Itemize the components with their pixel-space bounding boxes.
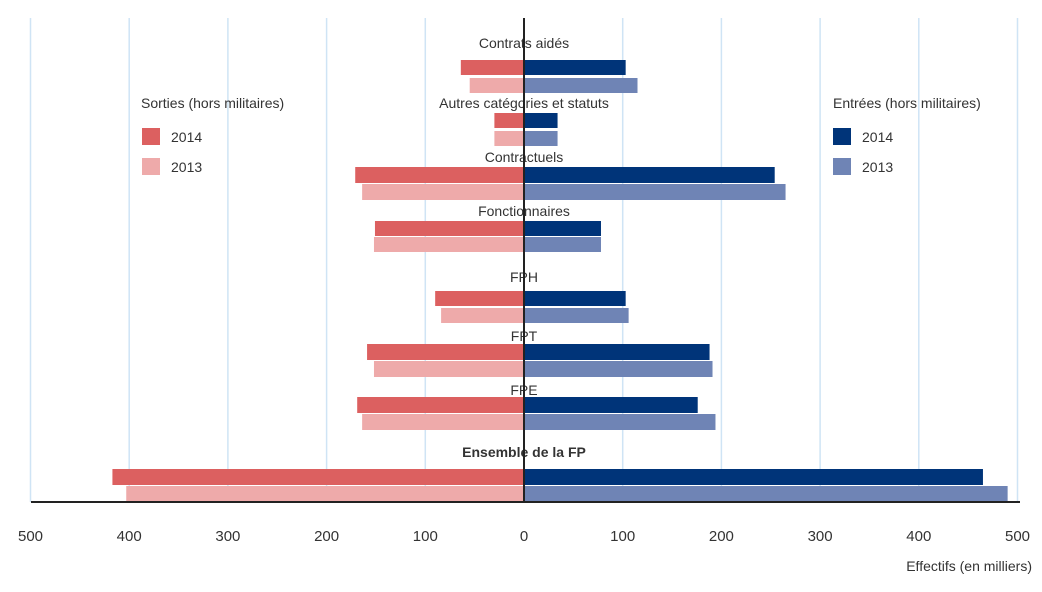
bar-sorties-2014 bbox=[460, 60, 524, 75]
x-tick-label: 400 bbox=[117, 528, 142, 545]
bar-entrees-2013 bbox=[524, 486, 1008, 502]
bar-entrees-2014 bbox=[524, 113, 558, 128]
bar-entrees-2014 bbox=[524, 469, 983, 485]
bar-sorties-2014 bbox=[355, 167, 524, 183]
bar-entrees-2014 bbox=[524, 397, 698, 413]
bar-sorties-2014 bbox=[374, 221, 524, 236]
bar-entrees-2013 bbox=[524, 78, 638, 93]
legend-entrees: Entrées (hors militaires) 2014 2013 bbox=[833, 95, 981, 175]
x-tick-label: 300 bbox=[808, 528, 833, 545]
legend-title-sorties: Sorties (hors militaires) bbox=[141, 95, 284, 111]
x-tick-label: 400 bbox=[906, 528, 931, 545]
bar-sorties-2014 bbox=[435, 291, 524, 306]
bar-sorties-2013 bbox=[362, 184, 524, 200]
x-tick-label: 200 bbox=[709, 528, 734, 545]
bar-sorties-2014 bbox=[494, 113, 524, 128]
bar-entrees-2013 bbox=[524, 361, 713, 377]
bar-sorties-2014 bbox=[357, 397, 524, 413]
x-tick-label: 500 bbox=[1005, 528, 1030, 545]
bar-sorties-2013 bbox=[362, 414, 524, 430]
x-tick-label: 0 bbox=[520, 528, 528, 545]
legend-swatch-sorties-2014 bbox=[142, 128, 160, 145]
legend-sorties: Sorties (hors militaires) 2014 2013 bbox=[141, 95, 284, 175]
x-tick-label: 500 bbox=[18, 528, 43, 545]
bar-entrees-2013 bbox=[524, 414, 716, 430]
bar-entrees-2013 bbox=[524, 184, 786, 200]
legend-swatch-sorties-2013 bbox=[142, 158, 160, 175]
legend-swatch-entrees-2014 bbox=[833, 128, 851, 145]
legend-label-sorties-2014: 2014 bbox=[171, 129, 202, 145]
bar-sorties-2014 bbox=[367, 344, 524, 360]
bar-sorties-2013 bbox=[373, 237, 524, 252]
x-tick-label: 200 bbox=[314, 528, 339, 545]
legend-label-sorties-2013: 2013 bbox=[171, 159, 202, 175]
bar-entrees-2014 bbox=[524, 167, 775, 183]
bar-entrees-2014 bbox=[524, 60, 626, 75]
x-tick-label: 100 bbox=[413, 528, 438, 545]
bar-entrees-2014 bbox=[524, 221, 601, 236]
bar-sorties-2013 bbox=[373, 361, 524, 377]
bar-sorties-2014 bbox=[112, 469, 525, 485]
x-tick-label: 100 bbox=[610, 528, 635, 545]
x-tick-label: 300 bbox=[215, 528, 240, 545]
legend-swatch-entrees-2013 bbox=[833, 158, 851, 175]
bar-sorties-2013 bbox=[494, 131, 524, 146]
legend-label-entrees-2014: 2014 bbox=[862, 129, 893, 145]
gridlines bbox=[29, 18, 1019, 502]
bar-entrees-2013 bbox=[524, 237, 601, 252]
bar-entrees-2014 bbox=[524, 291, 626, 306]
bar-sorties-2013 bbox=[469, 78, 524, 93]
x-tick-labels: 500 400 300 200 100 0 100 200 300 400 500 bbox=[18, 528, 1030, 545]
bars bbox=[112, 60, 1008, 502]
legend-title-entrees: Entrées (hors militaires) bbox=[833, 95, 981, 111]
bar-entrees-2013 bbox=[524, 131, 558, 146]
x-axis-title: Effectifs (en milliers) bbox=[906, 558, 1032, 574]
bar-sorties-2013 bbox=[441, 308, 524, 323]
bar-entrees-2013 bbox=[524, 308, 629, 323]
bar-entrees-2014 bbox=[524, 344, 710, 360]
legend-label-entrees-2013: 2013 bbox=[862, 159, 893, 175]
bar-sorties-2013 bbox=[126, 486, 524, 502]
